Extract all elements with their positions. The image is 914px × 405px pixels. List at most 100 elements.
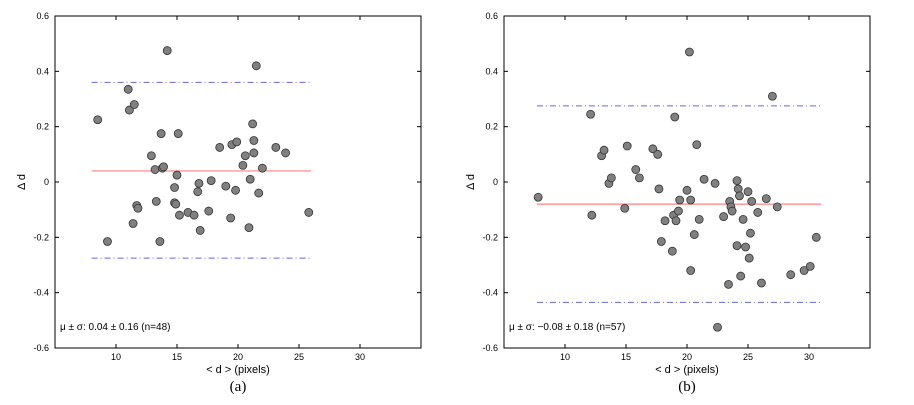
data-point xyxy=(189,210,199,220)
data-point xyxy=(674,206,683,216)
data-point xyxy=(232,137,242,147)
y-tick-label: -0.4 xyxy=(33,288,49,298)
x-tick-label: 30 xyxy=(804,352,814,362)
data-point xyxy=(172,170,182,180)
data-point xyxy=(757,278,766,288)
y-tick-label: 0.6 xyxy=(485,11,498,21)
data-point xyxy=(732,241,742,251)
data-point xyxy=(151,196,161,206)
data-point xyxy=(587,210,597,220)
data-point xyxy=(653,149,663,159)
data-point xyxy=(251,61,261,71)
y-tick-label: -0.2 xyxy=(33,232,49,242)
data-point xyxy=(226,213,236,223)
data-point xyxy=(660,216,670,226)
data-point xyxy=(620,203,630,213)
x-tick-label: 15 xyxy=(621,352,631,362)
data-point xyxy=(193,187,203,197)
data-point xyxy=(786,270,796,280)
x-tick-label: 25 xyxy=(743,352,753,362)
data-point xyxy=(129,100,139,109)
data-point xyxy=(194,178,204,188)
y-tick-label: 0.6 xyxy=(36,11,49,21)
stat-annotation: μ ± σ: −0.08 ± 0.18 (n=57) xyxy=(509,322,625,333)
data-point xyxy=(732,176,742,186)
y-tick-label: 0.2 xyxy=(485,122,498,132)
data-point xyxy=(656,237,666,246)
x-axis-label: < d > (pixels) xyxy=(655,364,719,376)
data-point xyxy=(694,214,704,224)
data-point xyxy=(735,191,744,201)
data-point xyxy=(133,203,143,213)
y-tick-label: 0 xyxy=(44,177,49,187)
y-tick-label: 0.4 xyxy=(36,66,49,76)
y-tick-label: 0.2 xyxy=(36,122,49,132)
data-point xyxy=(772,202,782,212)
y-tick-label: -0.4 xyxy=(482,288,498,298)
data-point xyxy=(254,188,264,198)
data-point xyxy=(123,84,133,94)
data-point xyxy=(699,174,709,184)
data-point xyxy=(741,242,750,252)
x-tick-label: 20 xyxy=(682,352,692,362)
data-point xyxy=(248,119,258,129)
y-tick-label: -0.2 xyxy=(482,232,498,242)
x-tick-label: 25 xyxy=(294,352,304,362)
data-point xyxy=(150,165,160,174)
data-point xyxy=(805,261,815,271)
x-axis-label: < d > (pixels) xyxy=(206,364,270,376)
data-point xyxy=(719,212,728,221)
data-point xyxy=(281,148,290,158)
data-point xyxy=(159,162,168,172)
data-point xyxy=(724,279,733,289)
x-tick-label: 20 xyxy=(233,352,243,362)
data-point xyxy=(713,322,722,332)
data-point xyxy=(799,266,809,275)
data-point xyxy=(146,151,156,161)
data-point xyxy=(692,140,702,150)
data-point xyxy=(682,185,692,195)
data-point xyxy=(738,214,748,224)
stat-annotation: μ ± σ: 0.04 ± 0.16 (n=48) xyxy=(60,322,170,333)
data-point xyxy=(736,271,746,281)
data-point xyxy=(654,184,664,194)
data-point xyxy=(743,187,753,197)
x-tick-label: 15 xyxy=(172,352,182,362)
data-point xyxy=(231,185,240,195)
x-tick-label: 30 xyxy=(355,352,365,362)
data-point xyxy=(125,105,134,115)
data-point xyxy=(761,194,771,204)
data-point xyxy=(686,195,696,205)
data-point xyxy=(271,143,281,152)
data-point xyxy=(710,178,720,188)
data-point xyxy=(155,237,165,246)
plot-frame xyxy=(503,15,871,349)
data-point xyxy=(249,136,259,145)
data-point xyxy=(667,246,677,256)
data-point xyxy=(586,109,596,119)
data-point xyxy=(175,210,184,220)
data-point xyxy=(238,160,248,170)
data-point xyxy=(606,173,616,183)
data-point xyxy=(249,148,259,158)
panel-label: (b) xyxy=(678,379,696,395)
data-point xyxy=(103,237,112,246)
data-point xyxy=(727,206,737,216)
data-point xyxy=(675,195,685,205)
y-tick-label: -0.6 xyxy=(482,343,498,353)
data-point xyxy=(257,163,267,173)
y-tick-label: -0.6 xyxy=(33,343,49,353)
data-point xyxy=(631,165,641,174)
data-point xyxy=(811,232,821,242)
data-point xyxy=(221,181,231,191)
data-point xyxy=(244,223,254,233)
data-point xyxy=(173,129,183,138)
data-point xyxy=(753,208,763,217)
x-tick-label: 10 xyxy=(111,352,121,362)
data-point xyxy=(156,129,166,138)
data-point xyxy=(622,141,632,151)
data-point xyxy=(747,196,757,206)
data-point xyxy=(128,219,138,228)
data-point xyxy=(648,144,658,154)
